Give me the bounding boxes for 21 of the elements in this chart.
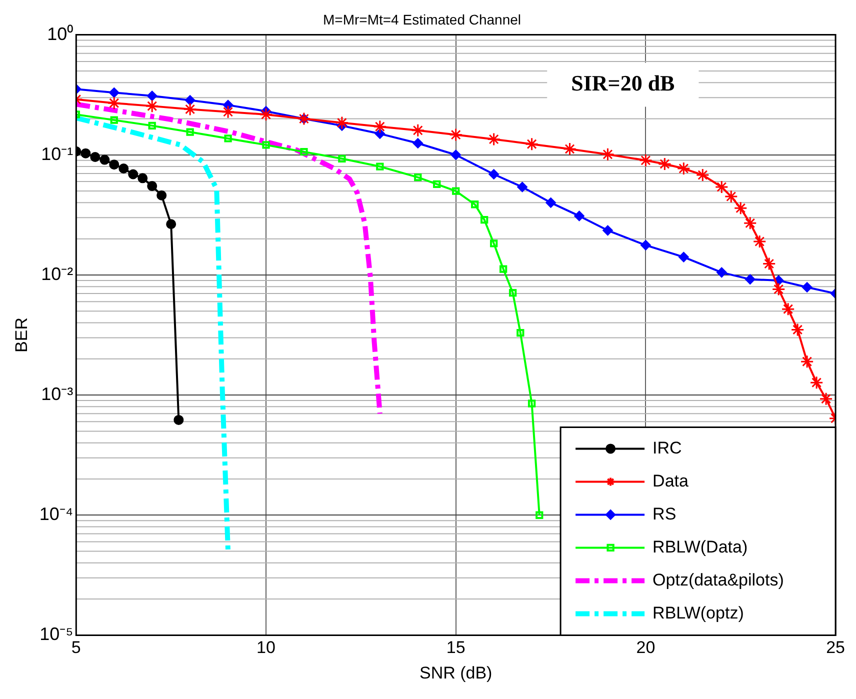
legend-label: RBLW(Data) xyxy=(652,537,748,556)
y-tick-label: 10⁰ xyxy=(47,24,74,44)
y-tick-label: 10⁻³ xyxy=(41,384,74,404)
x-tick-label: 20 xyxy=(636,638,656,658)
y-tick-label: 10⁻² xyxy=(41,264,74,284)
annotation: SIR=20 dB xyxy=(571,70,676,96)
x-tick-label: 15 xyxy=(446,638,466,658)
y-tick-label: 10⁻¹ xyxy=(41,144,74,164)
y-axis-title: BER xyxy=(12,318,31,352)
x-tick-label: 5 xyxy=(71,638,81,658)
legend-label: RS xyxy=(652,504,676,524)
x-axis-title: SNR (dB) xyxy=(419,663,492,682)
legend-label: Optz(data&pilots) xyxy=(652,570,784,590)
y-tick-label: 10⁻⁴ xyxy=(39,504,74,524)
legend-label: RBLW(optz) xyxy=(652,603,744,622)
x-tick-label: 25 xyxy=(826,638,846,658)
x-tick-label: 10 xyxy=(256,638,276,658)
legend-label: IRC xyxy=(652,438,682,458)
legend-label: Data xyxy=(652,471,689,490)
chart-title: M=Mr=Mt=4 Estimated Channel xyxy=(322,11,522,28)
y-tick-label: 10⁻⁵ xyxy=(40,624,74,644)
